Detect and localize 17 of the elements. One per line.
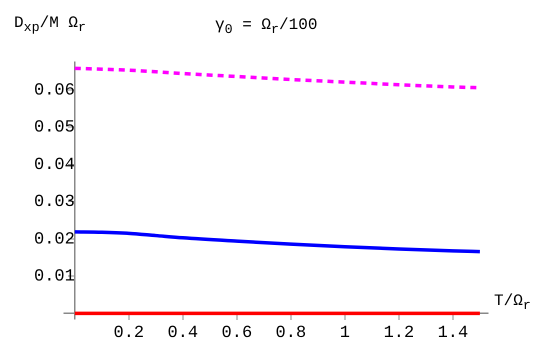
y-tick-label: 0.03 xyxy=(34,193,75,212)
y-tick-label: 0.01 xyxy=(34,268,75,287)
x-tick-label: 1 xyxy=(340,324,350,343)
line-series xyxy=(73,230,482,254)
x-tick-label: 0.2 xyxy=(114,324,144,343)
x-tick-label: 1.2 xyxy=(384,324,414,343)
x-tick-label: 0.8 xyxy=(276,324,306,343)
chart-title: γ$_{0}$ = Ω$_{r}$/100 xyxy=(215,16,318,38)
x-tick-label: 0.6 xyxy=(222,324,252,343)
y-tick-label: 0.02 xyxy=(34,230,75,250)
x-tick-label: 0.4 xyxy=(168,324,198,343)
x-axis-title: T/Ω$_{r}$ xyxy=(494,292,531,314)
y-tick-label: 0.04 xyxy=(34,156,75,175)
y-tick-label: 0.06 xyxy=(34,81,75,100)
y-tick-label: 0.05 xyxy=(34,118,75,138)
y-axis-title: D$_{xp}$/M Ω$_{r}$ xyxy=(14,14,86,36)
x-tick-label: 1.4 xyxy=(438,324,468,343)
